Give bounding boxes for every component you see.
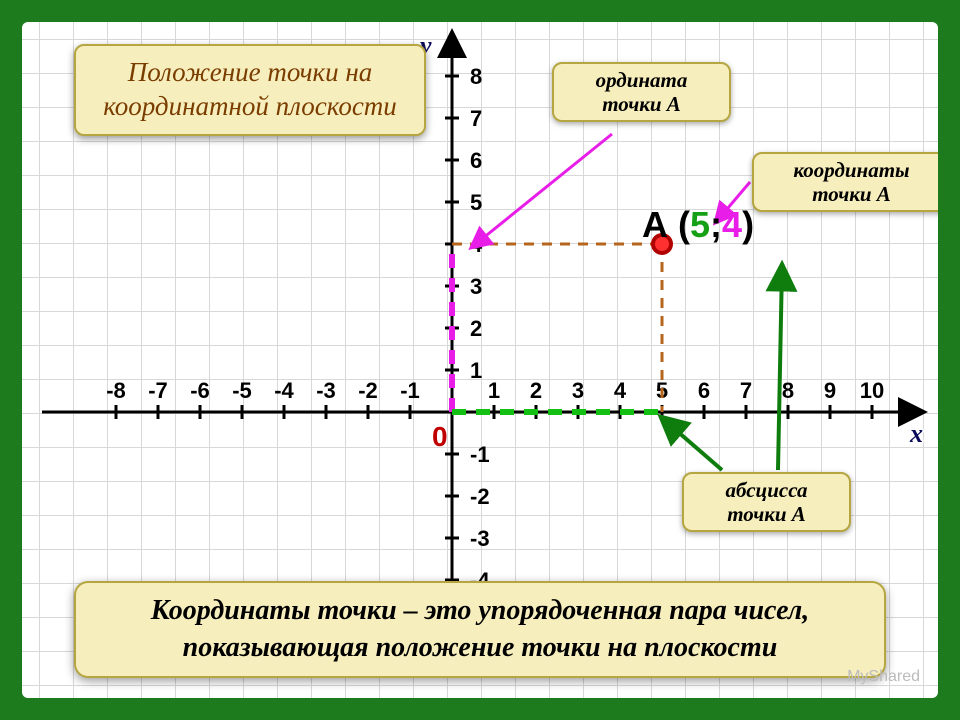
svg-text:-2: -2 <box>470 484 490 509</box>
svg-text:-6: -6 <box>190 378 210 403</box>
point-y-value: 4 <box>722 204 742 245</box>
svg-text:7: 7 <box>740 378 752 403</box>
stage: 0 x y -8-7-6-5-4-3-2-112345678910 -4-3-2… <box>0 0 960 720</box>
title-box: Положение точки на координатной плоскост… <box>74 44 426 136</box>
svg-text:1: 1 <box>488 378 500 403</box>
svg-text:1: 1 <box>470 358 482 383</box>
svg-text:-4: -4 <box>274 378 294 403</box>
svg-text:3: 3 <box>572 378 584 403</box>
point-name: А <box>642 204 678 245</box>
ordinate-arrow <box>472 134 612 247</box>
svg-text:-7: -7 <box>148 378 168 403</box>
abscissa-label-box: абсцисса точки А <box>682 472 851 532</box>
svg-text:-3: -3 <box>316 378 336 403</box>
abscissa-arrow-to-axis <box>662 418 722 470</box>
ordinate-label-box: ордината точки А <box>552 62 731 122</box>
definition-box: Координаты точки – это упорядоченная пар… <box>74 581 886 678</box>
svg-text:-1: -1 <box>400 378 420 403</box>
coordinates-label-box: координаты точки А <box>752 152 938 212</box>
svg-text:3: 3 <box>470 274 482 299</box>
svg-text:8: 8 <box>782 378 794 403</box>
svg-text:9: 9 <box>824 378 836 403</box>
svg-text:6: 6 <box>698 378 710 403</box>
svg-text:5: 5 <box>470 190 482 215</box>
svg-text:6: 6 <box>470 148 482 173</box>
svg-text:-8: -8 <box>106 378 126 403</box>
svg-text:7: 7 <box>470 106 482 131</box>
card: 0 x y -8-7-6-5-4-3-2-112345678910 -4-3-2… <box>22 22 938 698</box>
svg-text:-1: -1 <box>470 442 490 467</box>
x-axis-label: x <box>909 419 923 448</box>
svg-text:-2: -2 <box>358 378 378 403</box>
abscissa-arrow-to-label <box>778 266 782 470</box>
svg-text:2: 2 <box>530 378 542 403</box>
svg-text:-3: -3 <box>470 526 490 551</box>
svg-text:-5: -5 <box>232 378 252 403</box>
point-label: А (5;4) <box>642 204 754 246</box>
svg-text:8: 8 <box>470 64 482 89</box>
origin-label: 0 <box>432 421 448 452</box>
watermark: MyShared <box>847 668 920 686</box>
svg-text:2: 2 <box>470 316 482 341</box>
svg-text:10: 10 <box>860 378 884 403</box>
svg-text:4: 4 <box>614 378 627 403</box>
point-x-value: 5 <box>690 204 710 245</box>
